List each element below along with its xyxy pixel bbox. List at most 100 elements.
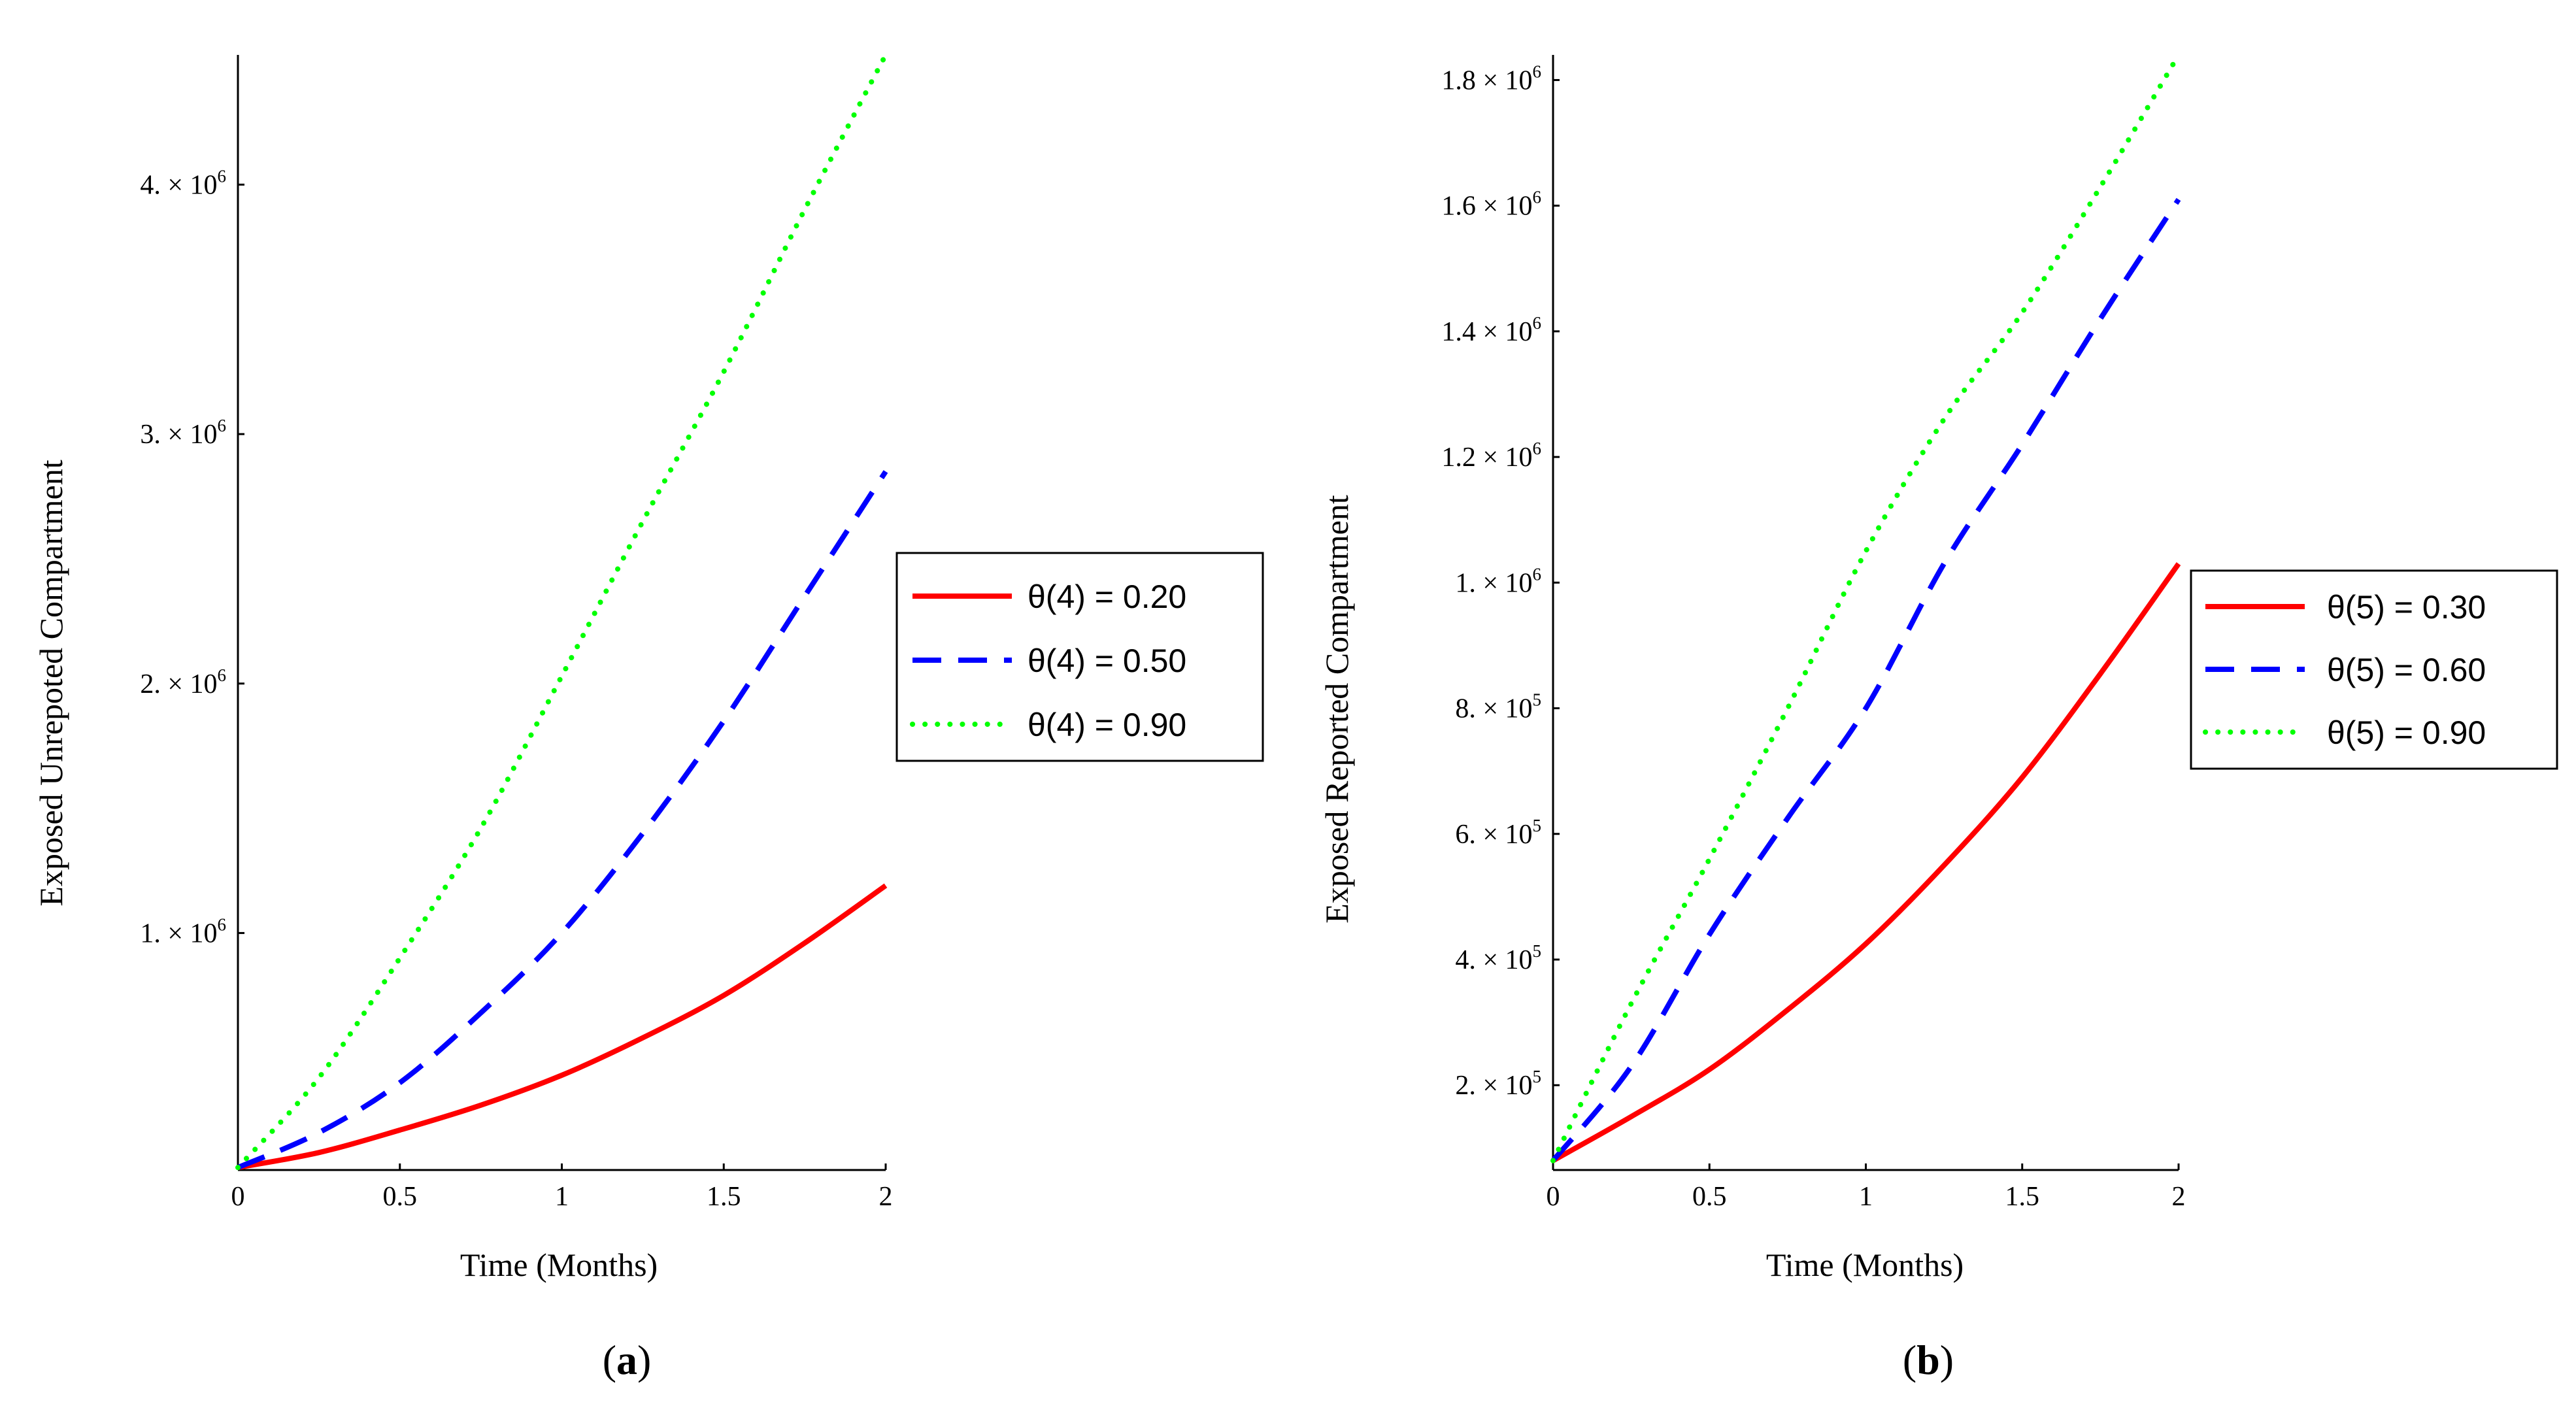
y-tick: 1. × 106 bbox=[1455, 564, 1560, 598]
y-tick-exponent: 6 bbox=[1533, 564, 1542, 584]
x-tick-label: 0.5 bbox=[383, 1182, 418, 1212]
x-tick: 2 bbox=[2172, 1163, 2186, 1212]
x-tick: 0 bbox=[1547, 1163, 1560, 1212]
y-tick-mantissa: 4. × 10 bbox=[140, 170, 217, 200]
y-tick: 3. × 106 bbox=[140, 416, 244, 450]
x-tick: 0.5 bbox=[383, 1163, 418, 1212]
y-tick-exponent: 5 bbox=[1533, 816, 1542, 835]
series-line-2 bbox=[1550, 52, 2181, 1163]
y-tick: 1.8 × 106 bbox=[1441, 61, 1560, 95]
y-tick-mantissa: 6. × 10 bbox=[1455, 820, 1532, 850]
y-tick: 1.2 × 106 bbox=[1441, 439, 1560, 473]
x-tick-label: 1 bbox=[1859, 1182, 1873, 1212]
x-tick: 1.5 bbox=[707, 1163, 741, 1212]
y-tick: 6. × 105 bbox=[1455, 816, 1560, 850]
y-tick-mantissa: 1.2 × 10 bbox=[1441, 443, 1532, 473]
legend-label-1: θ(4) = 0.50 bbox=[1028, 643, 1186, 679]
legend-label-2: θ(5) = 0.90 bbox=[2327, 714, 2486, 751]
y-tick-exponent: 5 bbox=[1533, 690, 1542, 710]
legend-label-2: θ(4) = 0.90 bbox=[1028, 707, 1186, 743]
x-tick-label: 2 bbox=[2172, 1182, 2186, 1212]
y-axis-label: Exposed Reported Compartment bbox=[1318, 495, 1355, 924]
x-tick: 1.5 bbox=[2005, 1163, 2040, 1212]
y-tick-exponent: 6 bbox=[218, 914, 227, 934]
y-tick-exponent: 6 bbox=[1533, 439, 1542, 458]
panel-caption: (a) bbox=[603, 1337, 652, 1383]
y-tick-mantissa: 1. × 10 bbox=[1455, 568, 1532, 598]
caption-letter: a bbox=[616, 1337, 637, 1383]
legend: θ(4) = 0.20 θ(4) = 0.50 θ(4) = 0.90 bbox=[895, 552, 1264, 762]
x-tick: 1 bbox=[555, 1163, 569, 1212]
x-tick: 0.5 bbox=[1692, 1163, 1727, 1212]
caption-close: ) bbox=[637, 1337, 651, 1383]
y-tick-mantissa: 8. × 10 bbox=[1455, 694, 1532, 724]
y-tick-mantissa: 2. × 10 bbox=[1455, 1071, 1532, 1101]
y-tick-label: 1.8 × 106 bbox=[1441, 61, 1541, 95]
x-tick-label: 2 bbox=[879, 1182, 893, 1212]
y-tick-label: 1.6 × 106 bbox=[1441, 188, 1541, 222]
caption-close: ) bbox=[1940, 1337, 1954, 1383]
series-layer bbox=[1550, 52, 2181, 1163]
y-tick-label: 1.4 × 106 bbox=[1441, 313, 1541, 347]
x-axis-label: Time (Months) bbox=[460, 1246, 658, 1283]
y-tick-label: 1. × 106 bbox=[140, 914, 226, 948]
legend-box bbox=[895, 552, 1264, 762]
caption-letter: b bbox=[1916, 1337, 1940, 1383]
y-tick: 4. × 106 bbox=[140, 166, 244, 200]
y-tick-exponent: 6 bbox=[218, 416, 227, 435]
legend-label-0: θ(5) = 0.30 bbox=[2327, 589, 2486, 626]
y-axis-label: Exposed Unrepoted Compartment bbox=[33, 460, 69, 906]
y-tick-mantissa: 1.6 × 10 bbox=[1441, 192, 1532, 222]
panel-caption: (b) bbox=[1903, 1337, 1954, 1383]
x-tick: 1 bbox=[1859, 1163, 1873, 1212]
x-ticks: 0 0.5 1 1.5 2 bbox=[231, 1163, 893, 1212]
x-axis-label: Time (Months) bbox=[1766, 1246, 1964, 1283]
y-tick-label: 1.2 × 106 bbox=[1441, 439, 1541, 473]
series-line-1 bbox=[1550, 197, 2181, 1163]
y-tick-mantissa: 4. × 10 bbox=[1455, 945, 1532, 975]
y-tick-label: 1. × 106 bbox=[1455, 564, 1541, 598]
x-tick: 2 bbox=[879, 1163, 893, 1212]
y-tick-mantissa: 1.8 × 10 bbox=[1441, 65, 1532, 95]
y-tick-exponent: 6 bbox=[218, 166, 227, 186]
y-tick-label: 4. × 106 bbox=[140, 166, 226, 200]
series-line-0 bbox=[1552, 562, 2181, 1163]
series-line-2 bbox=[235, 52, 888, 1171]
y-tick-label: 8. × 105 bbox=[1455, 690, 1541, 724]
legend: θ(5) = 0.30 θ(5) = 0.60 θ(5) = 0.90 bbox=[2190, 569, 2558, 770]
y-tick: 1. × 106 bbox=[140, 914, 244, 948]
y-tick: 1.4 × 106 bbox=[1441, 313, 1560, 347]
y-tick-label: 6. × 105 bbox=[1455, 816, 1541, 850]
series-layer bbox=[235, 52, 888, 1171]
y-tick-mantissa: 3. × 10 bbox=[140, 420, 217, 450]
x-ticks: 0 0.5 1 1.5 2 bbox=[1547, 1163, 2186, 1212]
x-tick-label: 0 bbox=[1547, 1182, 1560, 1212]
y-tick-label: 2. × 106 bbox=[140, 665, 226, 699]
x-tick-label: 1.5 bbox=[2005, 1182, 2040, 1212]
series-line-1 bbox=[237, 470, 888, 1170]
y-tick-exponent: 6 bbox=[1533, 188, 1542, 207]
y-tick-exponent: 6 bbox=[1533, 61, 1542, 81]
x-tick-label: 1 bbox=[555, 1182, 569, 1212]
y-tick-exponent: 6 bbox=[218, 665, 227, 685]
x-tick-label: 1.5 bbox=[707, 1182, 741, 1212]
y-tick-mantissa: 1.4 × 10 bbox=[1441, 317, 1532, 347]
y-tick-label: 2. × 105 bbox=[1455, 1067, 1541, 1101]
caption-open: ( bbox=[1903, 1337, 1916, 1383]
caption-open: ( bbox=[603, 1337, 616, 1383]
y-tick: 2. × 105 bbox=[1455, 1067, 1560, 1101]
y-tick-label: 3. × 106 bbox=[140, 416, 226, 450]
y-tick: 2. × 106 bbox=[140, 665, 244, 699]
y-tick-mantissa: 2. × 10 bbox=[140, 669, 217, 699]
series-line-0 bbox=[237, 883, 888, 1171]
y-tick-mantissa: 1. × 10 bbox=[140, 918, 217, 948]
legend-label-0: θ(4) = 0.20 bbox=[1028, 578, 1186, 615]
y-tick-exponent: 6 bbox=[1533, 313, 1542, 333]
x-tick-label: 0 bbox=[231, 1182, 245, 1212]
x-tick-label: 0.5 bbox=[1692, 1182, 1727, 1212]
legend-label-1: θ(5) = 0.60 bbox=[2327, 652, 2486, 688]
